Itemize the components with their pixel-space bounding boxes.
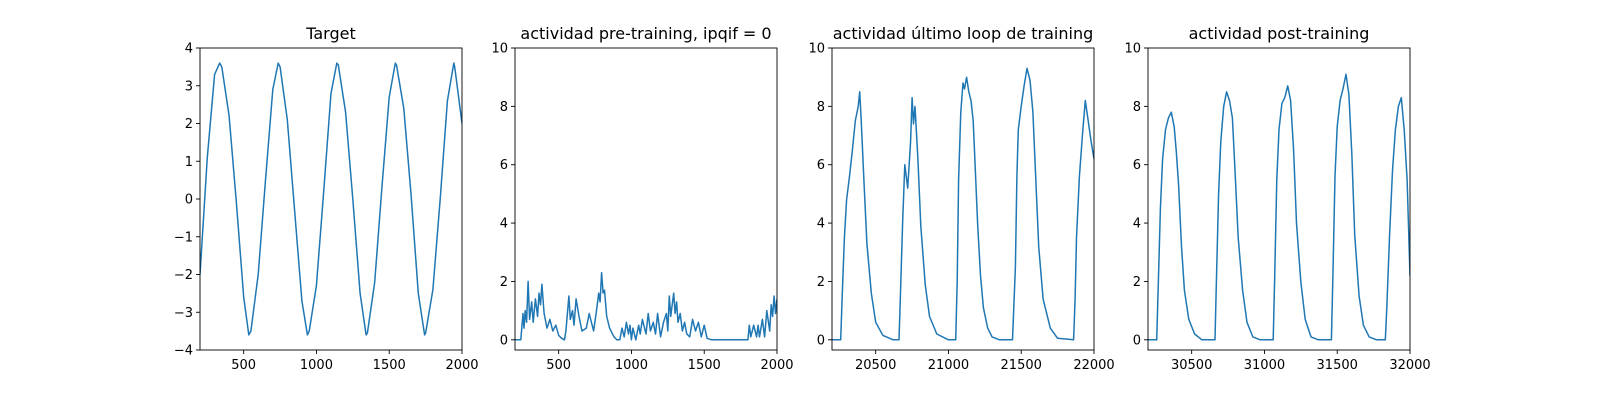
y-tick-label: 2	[500, 275, 508, 290]
panel-target: Target 500 1000 1500 2000 −4 −3 −2 −1 0 1 2 3 4	[174, 24, 479, 373]
x-tick-label: 2000	[760, 358, 793, 373]
x-tick-label: 1000	[615, 358, 648, 373]
x-tick-label: 1500	[373, 358, 406, 373]
x-tick-label: 21500	[1001, 358, 1042, 373]
y-tick-label: 10	[491, 42, 508, 57]
y-tick-label: 3	[185, 79, 193, 94]
panel-last-training-loop: actividad último loop de training 20500 2…	[808, 24, 1114, 373]
y-tick-label: 8	[500, 100, 508, 115]
y-tick-label: 0	[500, 333, 508, 348]
axes-frame	[831, 47, 1095, 351]
y-tick-label: 6	[500, 158, 508, 173]
series-line	[832, 67, 1094, 341]
y-tick-label: 6	[817, 158, 825, 173]
axes-frame	[514, 47, 778, 351]
y-tick-label: 2	[185, 117, 193, 132]
y-tick-label: 10	[808, 42, 825, 57]
y-tick-label: 0	[1133, 333, 1141, 348]
x-tick-label: 31500	[1317, 358, 1358, 373]
x-tick-label: 21000	[928, 358, 969, 373]
x-tick-label: 500	[546, 358, 571, 373]
x-tick-label: 500	[231, 358, 256, 373]
panel-title: actividad post-training	[1189, 24, 1370, 43]
y-tick-label: −1	[174, 230, 193, 245]
y-tick-label: 4	[1133, 217, 1141, 232]
panel-title: actividad último loop de training	[833, 24, 1094, 43]
y-tick-label: 2	[817, 275, 825, 290]
y-tick-label: 8	[817, 100, 825, 115]
x-tick-label: 31000	[1244, 358, 1285, 373]
y-tick-label: 8	[1133, 100, 1141, 115]
x-tick-label: 1000	[300, 358, 333, 373]
x-tick-label: 1500	[688, 358, 721, 373]
y-tick-label: 4	[817, 217, 825, 232]
y-tick-label: −3	[174, 306, 193, 321]
x-tick-label: 30500	[1171, 358, 1212, 373]
y-tick-label: −4	[174, 344, 193, 359]
x-tick-label: 22000	[1073, 358, 1114, 373]
y-tick-label: 2	[1133, 275, 1141, 290]
panel-post-training: actividad post-training 30500 31000 31500 3…	[1124, 24, 1430, 373]
panel-title: actividad pre-training, ipqif = 0	[520, 24, 771, 43]
y-tick-label: 4	[500, 217, 508, 232]
y-tick-label: 0	[817, 333, 825, 348]
y-tick-label: 6	[1133, 158, 1141, 173]
panel-pre-training: actividad pre-training, ipqif = 0 500 100…	[491, 24, 793, 373]
axes-frame	[1147, 47, 1411, 351]
y-tick-label: −2	[174, 268, 193, 283]
y-tick-label: 4	[185, 42, 193, 57]
series-line	[200, 62, 462, 336]
x-tick-label: 2000	[445, 358, 478, 373]
y-tick-label: 10	[1124, 42, 1141, 57]
panel-title: Target	[305, 24, 356, 43]
y-tick-label: 0	[185, 193, 193, 208]
series-line	[1148, 73, 1410, 341]
y-tick-label: 1	[185, 155, 193, 170]
series-line	[515, 271, 777, 341]
x-tick-label: 20500	[855, 358, 896, 373]
x-tick-label: 32000	[1389, 358, 1430, 373]
